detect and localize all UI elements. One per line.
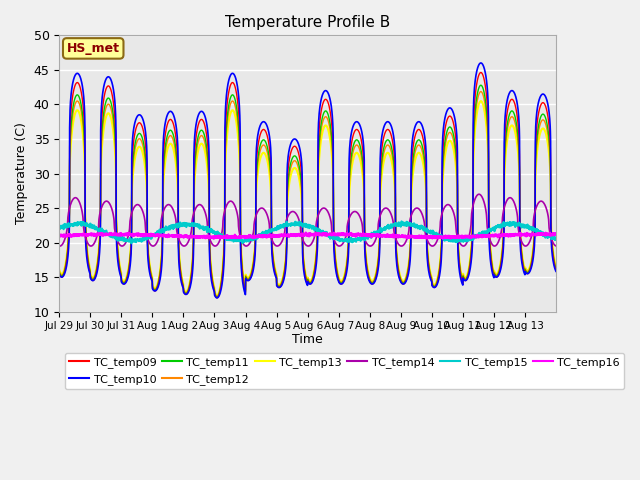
TC_temp14: [105, 200, 113, 205]
TC_temp11: [337, 280, 345, 286]
TC_temp14: [457, 241, 465, 247]
TC_temp10: [213, 295, 221, 301]
TC_temp12: [213, 293, 221, 299]
TC_temp09: [457, 274, 465, 279]
TC_temp13: [485, 222, 493, 228]
TC_temp10: [105, 74, 113, 80]
Line: TC_temp13: TC_temp13: [60, 101, 556, 295]
TC_temp11: [213, 294, 221, 300]
TC_temp12: [485, 224, 493, 229]
Line: TC_temp09: TC_temp09: [60, 72, 556, 298]
TC_temp11: [477, 83, 484, 88]
TC_temp13: [545, 154, 553, 159]
Line: TC_temp16: TC_temp16: [60, 233, 556, 239]
TC_temp11: [552, 266, 560, 272]
TC_temp15: [457, 239, 465, 244]
TC_temp15: [485, 228, 493, 234]
TC_temp13: [337, 278, 345, 284]
TC_temp09: [212, 294, 220, 300]
TC_temp13: [56, 267, 63, 273]
TC_temp10: [485, 238, 493, 244]
TC_temp11: [485, 225, 493, 231]
TC_temp16: [210, 236, 218, 241]
TC_temp10: [337, 281, 345, 287]
Legend: TC_temp09, TC_temp10, TC_temp11, TC_temp12, TC_temp13, TC_temp14, TC_temp15, TC_: TC_temp09, TC_temp10, TC_temp11, TC_temp…: [65, 353, 624, 389]
TC_temp13: [457, 269, 465, 275]
TC_temp09: [56, 271, 63, 276]
Line: TC_temp12: TC_temp12: [60, 92, 556, 296]
Line: TC_temp11: TC_temp11: [60, 85, 556, 297]
TC_temp16: [105, 232, 113, 238]
TC_temp15: [212, 230, 220, 236]
TC_temp10: [457, 276, 465, 282]
TC_temp13: [477, 98, 484, 104]
TC_temp16: [457, 233, 465, 239]
TC_temp16: [545, 231, 553, 237]
TC_temp09: [485, 228, 493, 234]
TC_temp15: [56, 224, 63, 229]
TC_temp12: [457, 271, 465, 276]
TC_temp15: [545, 233, 553, 239]
TC_temp11: [212, 294, 220, 300]
TC_temp12: [212, 293, 220, 299]
TC_temp11: [56, 269, 63, 275]
TC_temp15: [127, 240, 135, 246]
TC_temp09: [552, 268, 560, 274]
TC_temp15: [337, 237, 345, 243]
TC_temp11: [457, 272, 465, 277]
TC_temp12: [337, 279, 345, 285]
TC_temp13: [105, 110, 113, 116]
TC_temp16: [485, 233, 493, 239]
TC_temp12: [552, 265, 560, 271]
TC_temp09: [545, 126, 553, 132]
TC_temp14: [485, 233, 493, 239]
TC_temp14: [475, 192, 483, 197]
TC_temp14: [552, 243, 560, 249]
TC_temp15: [105, 233, 113, 239]
TC_temp12: [545, 144, 553, 150]
TC_temp14: [337, 242, 345, 248]
TC_temp16: [302, 230, 310, 236]
TC_temp10: [545, 111, 553, 117]
Line: TC_temp10: TC_temp10: [60, 63, 556, 298]
TC_temp09: [105, 83, 113, 89]
TC_temp16: [56, 232, 63, 238]
TC_temp10: [56, 272, 63, 277]
TC_temp12: [56, 268, 63, 274]
Line: TC_temp14: TC_temp14: [60, 194, 556, 246]
TC_temp14: [56, 243, 63, 249]
TC_temp10: [212, 295, 220, 300]
TC_temp11: [105, 96, 113, 101]
TC_temp09: [213, 295, 221, 301]
TC_temp10: [552, 268, 560, 274]
Title: Temperature Profile B: Temperature Profile B: [225, 15, 390, 30]
TC_temp12: [105, 101, 113, 107]
TC_temp16: [552, 231, 560, 237]
TC_temp11: [545, 139, 553, 144]
TC_temp13: [552, 264, 560, 270]
Text: HS_met: HS_met: [67, 42, 120, 55]
TC_temp15: [552, 236, 560, 242]
TC_temp09: [337, 281, 345, 287]
Y-axis label: Temperature (C): Temperature (C): [15, 122, 28, 225]
TC_temp16: [337, 231, 345, 237]
TC_temp15: [397, 218, 405, 224]
TC_temp14: [212, 243, 220, 249]
Line: TC_temp15: TC_temp15: [60, 221, 556, 243]
TC_temp14: [545, 227, 553, 232]
X-axis label: Time: Time: [292, 333, 323, 346]
TC_temp12: [477, 89, 484, 95]
TC_temp13: [213, 292, 221, 298]
TC_temp09: [477, 70, 484, 75]
TC_temp10: [477, 60, 484, 66]
TC_temp16: [212, 235, 220, 240]
TC_temp14: [491, 243, 499, 249]
TC_temp13: [212, 292, 220, 298]
